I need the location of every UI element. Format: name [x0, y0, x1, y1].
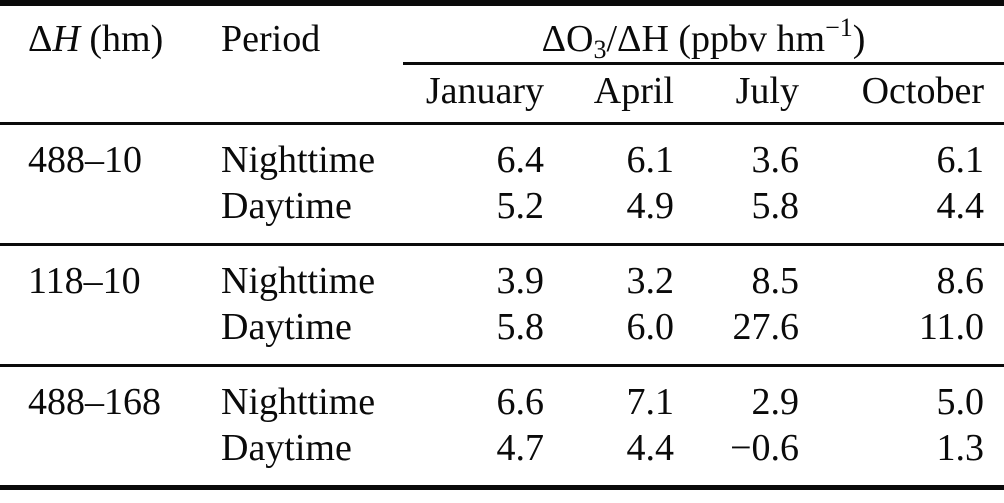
value-cell: 4.4	[805, 183, 1004, 246]
spanning-header-ozone-gradient: ΔO3/ΔH (ppbv hm−1)	[403, 3, 1004, 65]
value-cell: 8.6	[936, 260, 985, 302]
column-header-delta-h: ΔH (hm)	[0, 3, 195, 125]
dh-range-cell: 488–168	[28, 381, 161, 423]
table-row: 118–10 Nighttime 3.9 3.2 8.5 8.6	[0, 245, 1004, 305]
value-cell: 4.9	[550, 183, 680, 246]
subscript-3: 3	[593, 35, 607, 64]
column-header-january: January	[403, 63, 550, 125]
column-header-july: July	[680, 63, 805, 125]
value-cell: 5.8	[403, 304, 550, 367]
value-cell: 6.6	[496, 381, 545, 423]
superscript-minus-1: −1	[825, 13, 853, 42]
table-row: 488–10 Nighttime 6.4 6.1 3.6 6.1	[0, 124, 1004, 184]
ozone-gradient-table: ΔH (hm) Period ΔO3/ΔH (ppbv hm−1) Januar…	[0, 0, 1004, 490]
dh-range-cell: 118–10	[28, 260, 141, 302]
table-row: 488–168 Nighttime 6.6 7.1 2.9 5.0	[0, 366, 1004, 426]
value-cell: 3.6	[751, 139, 800, 181]
value-cell: 8.5	[751, 260, 800, 302]
value-cell: 4.4	[626, 427, 675, 469]
table-row: Daytime 4.7 4.4 −0.6 1.3	[0, 425, 1004, 488]
period-cell: Nighttime	[221, 260, 376, 302]
value-cell: 1.3	[936, 427, 985, 469]
table-row: Daytime 5.8 6.0 27.6 11.0	[0, 304, 1004, 367]
value-cell: 2.9	[751, 381, 800, 423]
delta-h-unit: (hm)	[79, 18, 164, 60]
table-row: Daytime 5.2 4.9 5.8 4.4	[0, 183, 1004, 246]
span-header-post: )	[852, 18, 866, 60]
span-header-pre: ΔO	[541, 18, 594, 60]
period-cell: Nighttime	[221, 381, 376, 423]
value-cell: 5.2	[403, 183, 550, 246]
value-cell: 7.1	[626, 381, 675, 423]
dh-range-cell	[0, 183, 195, 246]
value-cell: 5.8	[680, 183, 805, 246]
column-header-april: April	[550, 63, 680, 125]
value-cell: 3.9	[496, 260, 545, 302]
h-symbol-italic: H	[52, 18, 80, 60]
period-cell: Daytime	[195, 183, 403, 246]
column-header-period: Period	[195, 3, 403, 125]
column-header-october: October	[805, 63, 1004, 125]
value-cell: 11.0	[805, 304, 1004, 367]
value-cell: 4.7	[496, 427, 545, 469]
delta-symbol: Δ	[28, 18, 53, 60]
header-row-months: January April July October	[0, 63, 1004, 125]
period-cell: Daytime	[195, 304, 403, 367]
value-cell: 6.1	[936, 139, 985, 181]
span-header-mid: /ΔH (ppbv hm	[606, 18, 826, 60]
dh-range-cell	[0, 304, 195, 367]
dh-range-cell: 488–10	[28, 139, 142, 181]
value-cell: 3.2	[626, 260, 675, 302]
value-cell: 6.0	[550, 304, 680, 367]
value-cell: −0.6	[730, 427, 799, 469]
header-row-top: ΔH (hm) Period ΔO3/ΔH (ppbv hm−1)	[0, 3, 1004, 125]
period-cell: Nighttime	[221, 139, 376, 181]
dh-range-cell	[0, 425, 195, 488]
value-cell: 27.6	[680, 304, 805, 367]
value-cell: 6.4	[496, 139, 545, 181]
period-cell: Daytime	[221, 427, 352, 469]
value-cell: 6.1	[626, 139, 675, 181]
value-cell: 5.0	[936, 381, 985, 423]
